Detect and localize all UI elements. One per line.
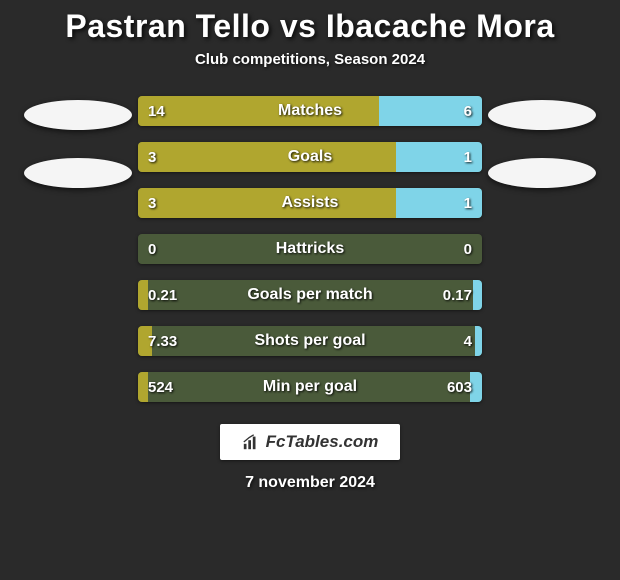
stat-bars: 146Matches 31Goals 31Assists 00Hattricks 0.2…: [138, 96, 482, 402]
comparison-infographic: Pastran Tello vs Ibacache Mora Club comp…: [0, 0, 620, 580]
stat-label: Hattricks: [138, 234, 482, 264]
page-title: Pastran Tello vs Ibacache Mora: [65, 8, 554, 45]
stat-label: Goals per match: [138, 280, 482, 310]
stat-label: Assists: [138, 188, 482, 218]
player1-badge-1: [24, 100, 132, 130]
left-badges: [18, 96, 138, 188]
brand-box: FcTables.com: [220, 424, 401, 460]
stat-row: 146Matches: [138, 96, 482, 126]
vs-separator: vs: [280, 8, 317, 44]
stat-row: 00Hattricks: [138, 234, 482, 264]
brand-text: FcTables.com: [266, 432, 379, 452]
stat-label: Matches: [138, 96, 482, 126]
subtitle: Club competitions, Season 2024: [195, 51, 425, 68]
chart-icon: [242, 433, 260, 451]
stat-label: Goals: [138, 142, 482, 172]
stat-row: 31Assists: [138, 188, 482, 218]
player1-badge-2: [24, 158, 132, 188]
stat-row: 0.210.17Goals per match: [138, 280, 482, 310]
player2-badge-2: [488, 158, 596, 188]
stat-row: 7.334Shots per goal: [138, 326, 482, 356]
player2-badge-1: [488, 100, 596, 130]
stat-label: Min per goal: [138, 372, 482, 402]
stat-row: 31Goals: [138, 142, 482, 172]
player2-name: Ibacache Mora: [326, 8, 555, 44]
right-badges: [482, 96, 602, 188]
stat-label: Shots per goal: [138, 326, 482, 356]
stat-row: 524603Min per goal: [138, 372, 482, 402]
date-line: 7 november 2024: [245, 474, 375, 492]
chart-area: 146Matches 31Goals 31Assists 00Hattricks 0.2…: [0, 96, 620, 402]
player1-name: Pastran Tello: [65, 8, 270, 44]
